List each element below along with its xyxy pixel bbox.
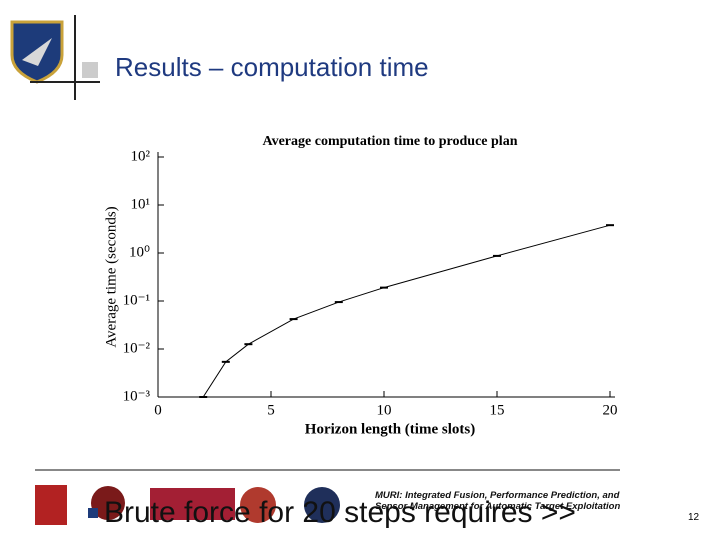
logo bbox=[35, 485, 67, 525]
y-tick-label: 10⁻² bbox=[123, 340, 151, 356]
x-tick-label: 0 bbox=[154, 402, 162, 418]
y-tick-label: 10⁻¹ bbox=[123, 292, 150, 308]
x-axis-label: Horizon length (time slots) bbox=[305, 421, 475, 437]
y-tick-label: 10¹ bbox=[131, 196, 151, 212]
logo bbox=[150, 488, 235, 520]
page-number: 12 bbox=[688, 512, 700, 523]
x-tick-label: 10 bbox=[377, 402, 392, 418]
logo bbox=[91, 486, 125, 520]
logo bbox=[10, 20, 64, 84]
x-tick-label: 15 bbox=[490, 402, 505, 418]
logo bbox=[240, 487, 276, 523]
y-tick-label: 10⁻³ bbox=[123, 388, 151, 404]
y-axis-label: Average time (seconds) bbox=[103, 206, 119, 347]
decoration bbox=[82, 62, 98, 78]
x-tick-label: 5 bbox=[267, 402, 275, 418]
x-tick-label: 20 bbox=[603, 402, 618, 418]
chart-title: Average computation time to produce plan bbox=[263, 134, 518, 149]
footer-text: MURI: Integrated Fusion, Performance Pre… bbox=[375, 490, 621, 512]
y-tick-label: 10² bbox=[131, 148, 151, 164]
y-tick-label: 10⁰ bbox=[129, 244, 150, 260]
logo bbox=[304, 487, 340, 523]
slide-title: Results – computation time bbox=[115, 52, 429, 82]
bullet-marker bbox=[88, 508, 98, 518]
bullet-text: Brute force for 20 steps requires >> bbox=[104, 496, 576, 529]
line bbox=[202, 224, 611, 398]
